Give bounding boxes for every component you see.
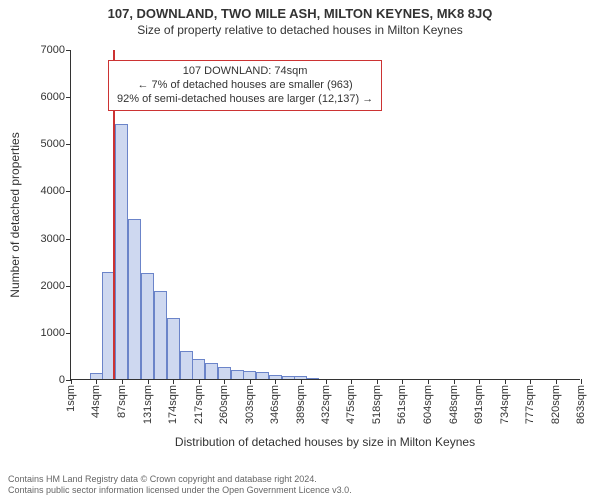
- xtick-mark: [173, 379, 174, 384]
- histogram-bar: [115, 124, 128, 379]
- xtick-label: 87sqm: [116, 385, 128, 418]
- annotation-line: 92% of semi-detached houses are larger (…: [117, 93, 373, 107]
- histogram-bar: [269, 375, 282, 379]
- xtick-mark: [71, 379, 72, 384]
- xtick-label: 260sqm: [218, 385, 230, 424]
- histogram-bar: [192, 359, 205, 379]
- ytick-label: 4000: [41, 185, 71, 197]
- xtick-mark: [428, 379, 429, 384]
- xtick-mark: [581, 379, 582, 384]
- xtick-label: 475sqm: [345, 385, 357, 424]
- xtick-label: 777sqm: [524, 385, 536, 424]
- ytick-label: 6000: [41, 91, 71, 103]
- xtick-label: 303sqm: [244, 385, 256, 424]
- xtick-label: 432sqm: [320, 385, 332, 424]
- footnote-line: Contains HM Land Registry data © Crown c…: [8, 474, 352, 485]
- xtick-label: 734sqm: [499, 385, 511, 424]
- xtick-mark: [479, 379, 480, 384]
- ytick-label: 1000: [41, 327, 71, 339]
- histogram-bar: [282, 376, 295, 379]
- xtick-label: 1sqm: [65, 385, 77, 412]
- ytick-label: 5000: [41, 138, 71, 150]
- histogram-bar: [218, 367, 231, 379]
- xtick-mark: [454, 379, 455, 384]
- ytick-label: 2000: [41, 280, 71, 292]
- annotation-box: 107 DOWNLAND: 74sqm ← 7% of detached hou…: [108, 60, 382, 111]
- xtick-mark: [224, 379, 225, 384]
- xtick-mark: [122, 379, 123, 384]
- annotation-line: 107 DOWNLAND: 74sqm: [117, 65, 373, 79]
- histogram-bar: [306, 378, 319, 379]
- xtick-label: 604sqm: [422, 385, 434, 424]
- ytick-label: 3000: [41, 233, 71, 245]
- footnote: Contains HM Land Registry data © Crown c…: [8, 474, 352, 496]
- xtick-mark: [505, 379, 506, 384]
- xtick-mark: [377, 379, 378, 384]
- histogram-bar: [205, 363, 218, 380]
- xtick-mark: [199, 379, 200, 384]
- xtick-mark: [326, 379, 327, 384]
- x-axis-label: Distribution of detached houses by size …: [175, 435, 475, 449]
- xtick-label: 863sqm: [575, 385, 587, 424]
- xtick-label: 820sqm: [550, 385, 562, 424]
- histogram-bar: [90, 373, 103, 379]
- xtick-label: 389sqm: [295, 385, 307, 424]
- xtick-label: 44sqm: [90, 385, 102, 418]
- chart-title-sub: Size of property relative to detached ho…: [0, 21, 600, 37]
- chart-title-main: 107, DOWNLAND, TWO MILE ASH, MILTON KEYN…: [0, 0, 600, 21]
- histogram-bar: [167, 318, 180, 379]
- histogram-bar: [128, 219, 141, 379]
- xtick-mark: [402, 379, 403, 384]
- xtick-label: 691sqm: [473, 385, 485, 424]
- annotation-line: ← 7% of detached houses are smaller (963…: [117, 79, 373, 93]
- xtick-mark: [301, 379, 302, 384]
- histogram-bar: [141, 273, 154, 379]
- histogram-bar: [180, 351, 193, 379]
- xtick-mark: [556, 379, 557, 384]
- histogram-bar: [154, 291, 167, 379]
- histogram-bar: [243, 371, 256, 379]
- histogram-bar: [294, 376, 307, 379]
- xtick-mark: [148, 379, 149, 384]
- xtick-mark: [96, 379, 97, 384]
- xtick-mark: [275, 379, 276, 384]
- xtick-label: 131sqm: [142, 385, 154, 424]
- ytick-label: 7000: [41, 44, 71, 56]
- xtick-label: 561sqm: [396, 385, 408, 424]
- xtick-label: 346sqm: [269, 385, 281, 424]
- xtick-mark: [351, 379, 352, 384]
- xtick-label: 217sqm: [193, 385, 205, 424]
- xtick-mark: [530, 379, 531, 384]
- xtick-label: 648sqm: [448, 385, 460, 424]
- xtick-label: 518sqm: [371, 385, 383, 424]
- xtick-label: 174sqm: [167, 385, 179, 424]
- footnote-line: Contains public sector information licen…: [8, 485, 352, 496]
- xtick-mark: [250, 379, 251, 384]
- y-axis-label: Number of detached properties: [8, 132, 22, 297]
- histogram-bar: [231, 370, 244, 379]
- histogram-bar: [256, 372, 269, 379]
